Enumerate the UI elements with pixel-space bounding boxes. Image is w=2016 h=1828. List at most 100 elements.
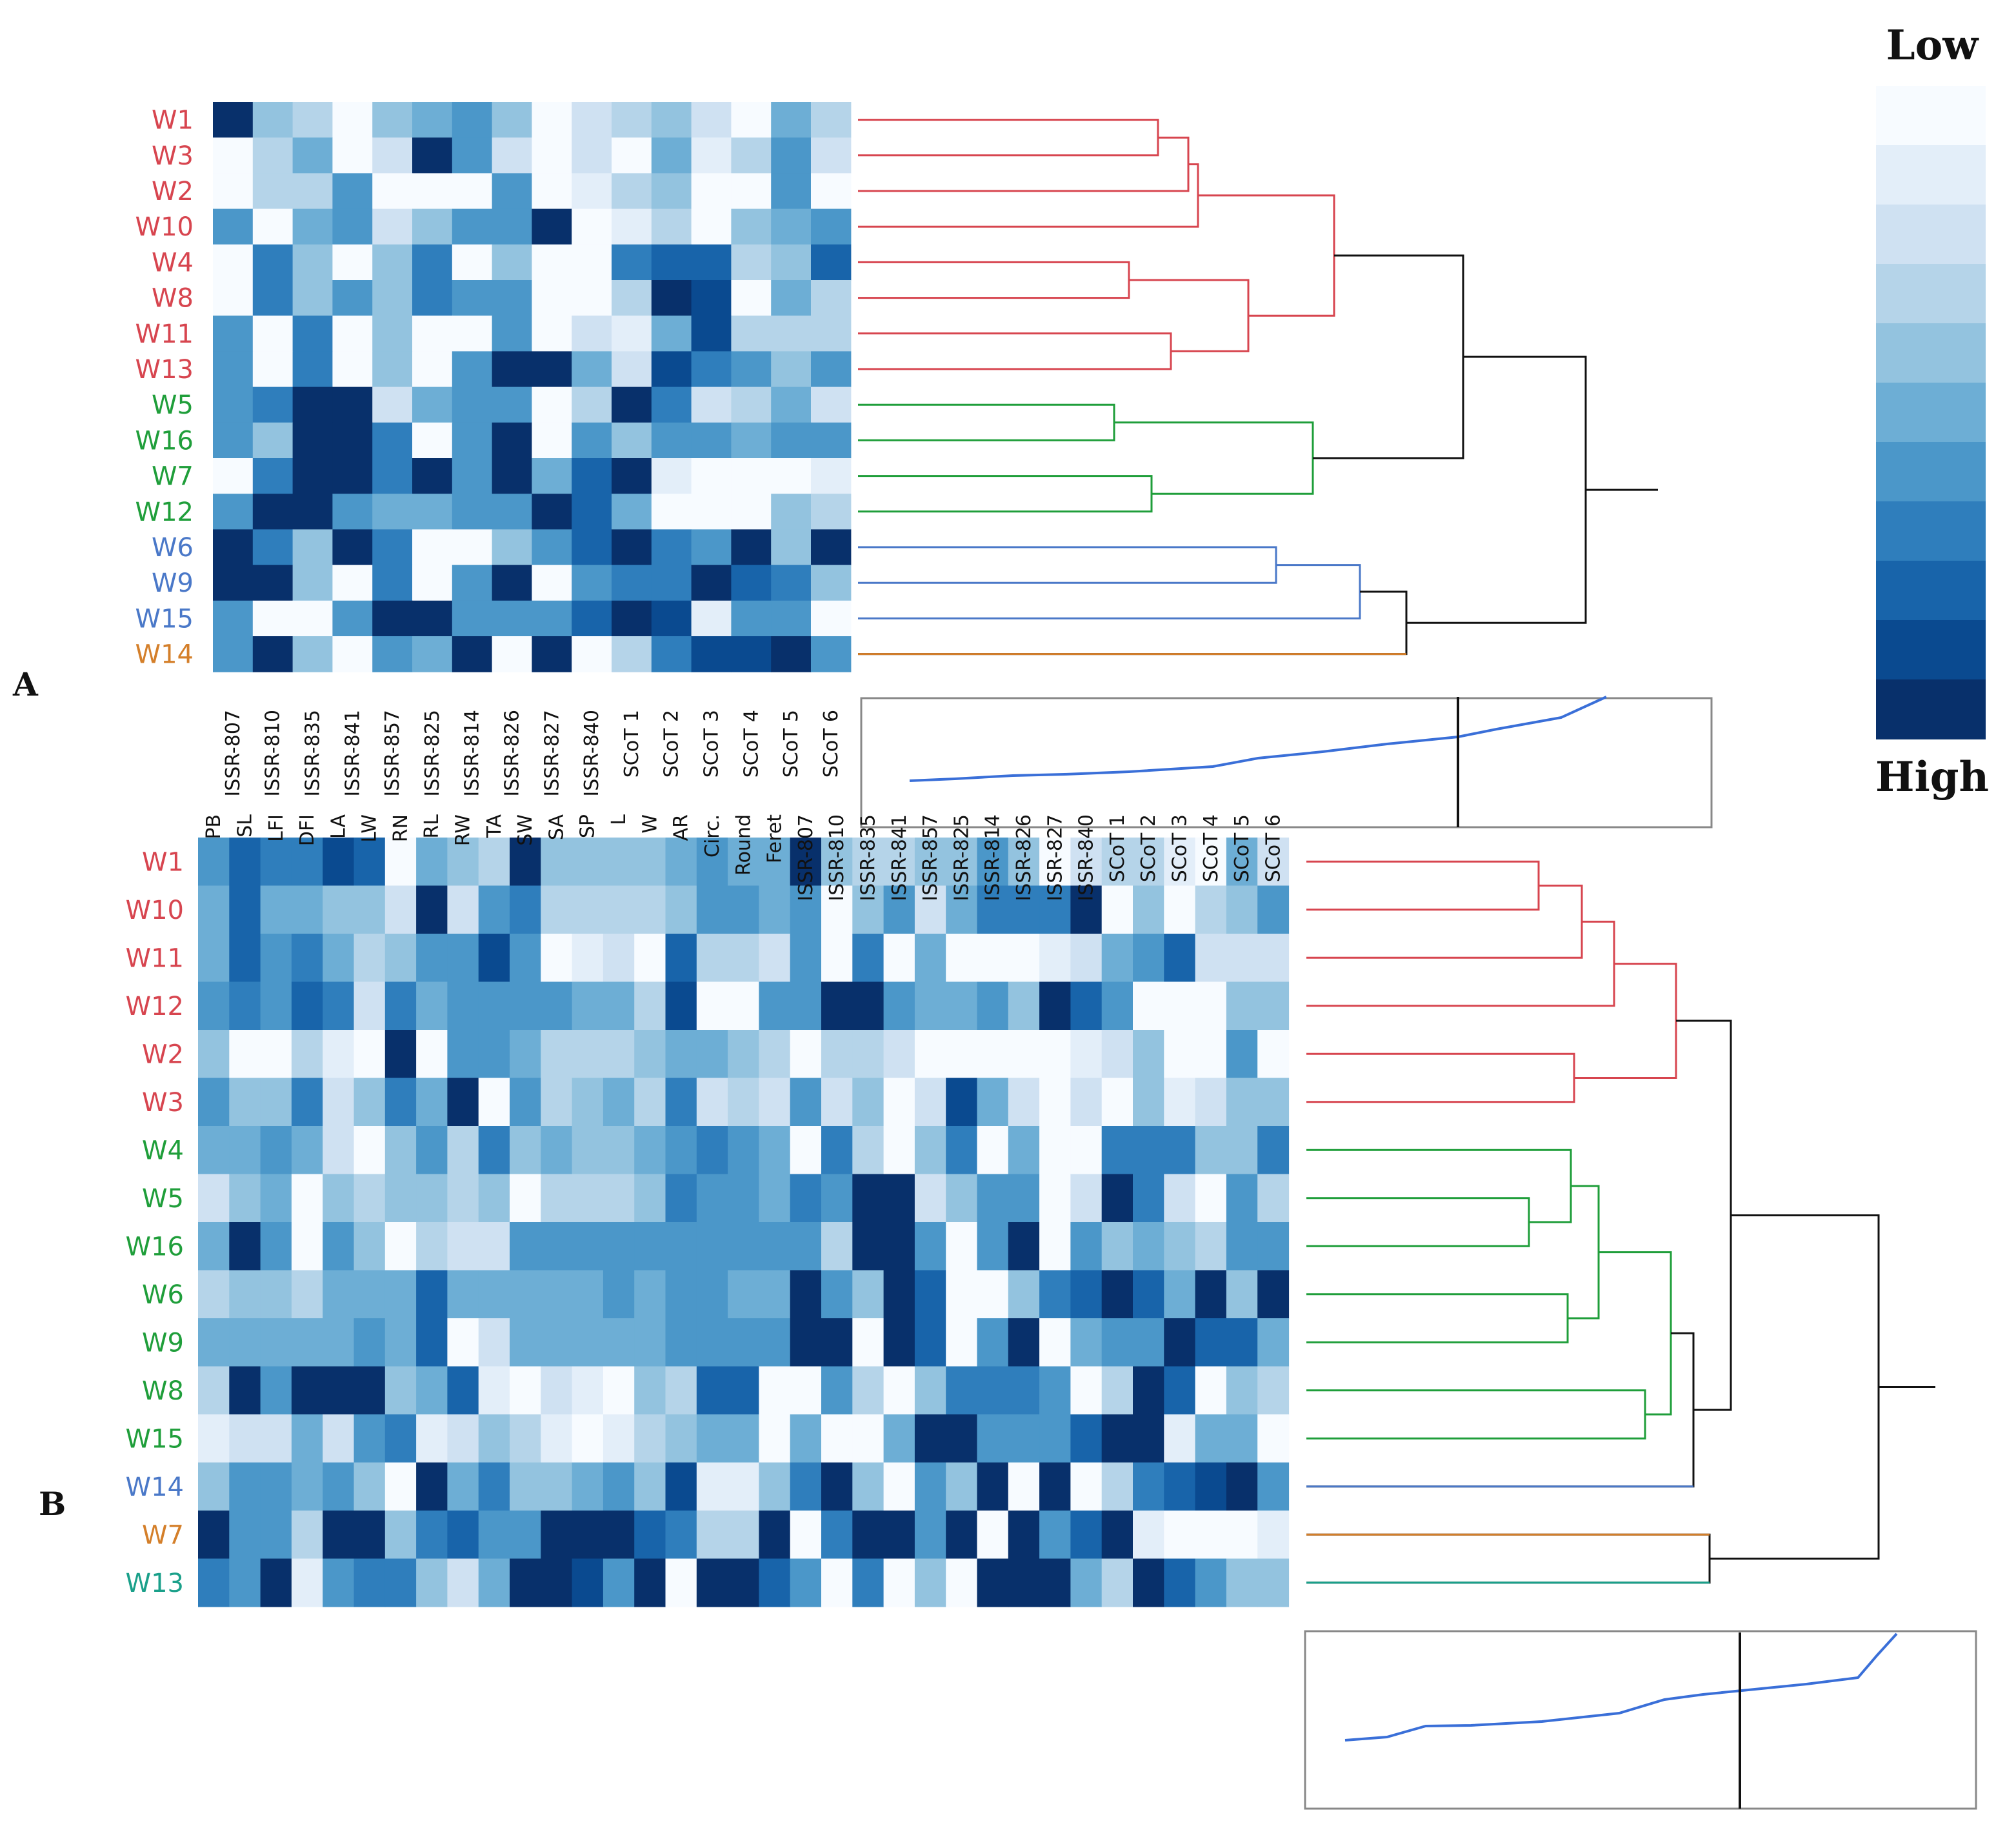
column-label: SA [545,814,568,841]
heatmap-cell [260,1462,292,1511]
heatmap-cell [1195,838,1227,887]
heatmap-cell [790,885,822,934]
heatmap-cell [354,1558,386,1607]
heatmap-cell [612,351,652,388]
heatmap-cell [384,934,417,983]
heatmap-cell [977,1078,1009,1127]
heatmap-cell [790,1270,822,1319]
heatmap-cell [372,494,413,530]
column-label: SCoT 6 [1262,814,1284,882]
heatmap-cell [811,244,852,281]
heatmap-cell [977,1414,1009,1463]
heatmap-cell [612,565,652,601]
heatmap-cell [292,316,333,352]
heatmap-cell [1039,1366,1071,1415]
heatmap-cell [852,1414,884,1463]
heatmap-cell [603,1462,635,1511]
heatmap-cell [1226,1174,1258,1223]
heatmap-cell [572,636,612,672]
heatmap-cell [790,1558,822,1607]
heatmap-cell [821,885,853,934]
heatmap-cell [416,1558,448,1607]
heatmap-cell [852,1270,884,1319]
elbow-curve [909,696,1607,782]
heatmap-cell [323,1366,355,1415]
heatmap-cell [1226,981,1258,1030]
heatmap-cell [821,1366,853,1415]
heatmap-cell [332,137,373,174]
column-label: ISSR-835 [302,710,324,797]
dendrogram-branch [1306,1332,1695,1488]
heatmap-cell [691,102,732,138]
heatmap-cell [354,1270,386,1319]
heatmap-cell [384,1222,417,1271]
heatmap-cell [790,1318,822,1367]
heatmap-cell [412,102,453,138]
heatmap-cell [452,494,493,530]
heatmap-cell [416,885,448,934]
heatmap-cell [1008,1366,1040,1415]
heatmap-cell [229,838,261,887]
heatmap-cell [728,1318,759,1367]
heatmap-cell [229,1558,261,1607]
heatmap-cell [852,981,884,1030]
heatmap-cell [323,934,355,983]
heatmap-cell [759,934,791,983]
dendrogram-branch [1710,1214,1880,1560]
heatmap-cell [790,838,822,887]
column-label: SL [234,814,256,838]
heatmap-cell [510,1462,541,1511]
heatmap-cell [821,838,853,887]
heatmap-b [198,838,1290,1607]
heatmap-cell [731,565,772,601]
heatmap-cell [291,1366,323,1415]
heatmap-cell [260,1414,292,1463]
dendrogram-branch [858,590,1408,656]
heatmap-cell [478,1414,510,1463]
heatmap-cell [1133,1174,1164,1223]
heatmap-cell [532,494,572,530]
column-label: ISSR-807 [795,814,817,901]
dendrogram-branch [1568,1185,1600,1320]
row-label: W2 [142,1040,184,1069]
heatmap-cell [252,316,294,352]
heatmap-cell [603,1270,635,1319]
dendrogram-branch [1676,1019,1732,1411]
heatmap-cell [332,529,373,566]
row-labels-b: W1 W10 W11 W12 W2 W3 W4 W5 W16 W6 W9 W8 W15 W14 W7 W13 [126,847,184,1598]
heatmap-cell [291,1078,323,1127]
heatmap-cell [572,351,612,388]
heatmap-a [213,102,852,672]
heatmap-cell [416,1414,448,1463]
heatmap-cell [229,1078,261,1127]
row-label: W15 [126,1424,184,1454]
heatmap-cell [1226,1366,1258,1415]
heatmap-cell [852,1174,884,1223]
elbow-plot-frame [1304,1630,1977,1810]
heatmap-cell [213,387,254,423]
heatmap-cell [492,494,532,530]
heatmap-cell [811,137,852,174]
heatmap-cell [229,1174,261,1223]
dendrogram-branch [858,564,1361,619]
heatmap-cell [372,565,413,601]
heatmap-cell [478,1030,510,1079]
heatmap-cell [447,1511,479,1560]
heatmap-cell [229,1222,261,1271]
row-label: W8 [142,1376,184,1406]
heatmap-cell [447,981,479,1030]
heatmap-cell [1101,1222,1133,1271]
heatmap-cell [1101,934,1133,983]
heatmap-cell [510,885,541,934]
heatmap-cell [1226,1558,1258,1607]
heatmap-cell [532,458,572,494]
heatmap-cell [541,1030,573,1079]
heatmap-cell [532,102,572,138]
heatmap-cell [452,173,493,210]
dendrogram-branch [858,332,1172,370]
heatmap-cell [452,102,493,138]
heatmap-cell [665,1222,697,1271]
heatmap-cell [612,458,652,494]
heatmap-cell [452,422,493,459]
column-label: RW [452,814,475,846]
